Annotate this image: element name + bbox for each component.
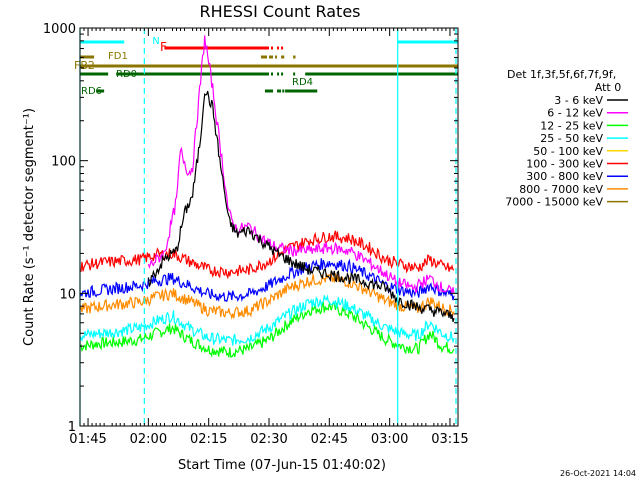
- flag-label-2: FB2: [74, 59, 95, 72]
- plot-frame: [79, 27, 459, 427]
- y-axis: 1 10 100 1000: [43, 22, 458, 435]
- vertical-markers: [79, 28, 457, 426]
- y-tick-label: 100: [51, 155, 76, 170]
- x-tick-label: 01:45: [69, 432, 106, 447]
- legend-entry: 100 - 300 keV: [526, 158, 603, 171]
- x-tick-label: 03:00: [371, 432, 408, 447]
- flag-label-4: RD4: [292, 77, 313, 88]
- y-tick-label: 10: [59, 287, 76, 302]
- legend-entry: 6 - 12 keV: [547, 107, 603, 120]
- y-tick-label: 1000: [43, 22, 76, 37]
- series-line-7: [79, 271, 455, 320]
- x-tick-label: 02:15: [190, 432, 227, 447]
- legend-entry: 7000 - 15000 keV: [505, 196, 603, 209]
- series-line-6: [79, 258, 455, 303]
- legend-entry: 12 - 25 keV: [540, 119, 603, 132]
- timestamp: 26-Oct-2021 14:04: [560, 469, 636, 478]
- flag-label-3: RD0: [116, 69, 137, 80]
- series-line-0: [147, 90, 455, 322]
- flag-label-1: FD1: [108, 51, 128, 62]
- series-line-1: [147, 35, 455, 294]
- x-tick-label: 02:00: [130, 432, 167, 447]
- legend-header: Det 1f,3f,5f,6f,7f,9f,: [507, 68, 616, 81]
- legend-entry: 800 - 7000 keV: [519, 183, 603, 196]
- chart-title: RHESSI Count Rates: [200, 2, 361, 21]
- x-tick-label: 03:15: [431, 432, 468, 447]
- x-axis: 01:45 02:00 02:15 02:30 02:45 03:00 03:15: [69, 28, 469, 447]
- legend-entry: 50 - 100 keV: [533, 145, 603, 158]
- series-group: [79, 35, 455, 358]
- flag-bars: N F FD1 FB2 RD0 RD4 RD6: [74, 36, 458, 97]
- legend-header-att: Att 0: [595, 81, 621, 94]
- legend-entry: 25 - 50 keV: [540, 132, 603, 145]
- x-tick-label: 02:45: [311, 432, 348, 447]
- x-tick-label: 02:30: [250, 432, 287, 447]
- series-line-2: [79, 301, 455, 358]
- legend-entry: 300 - 800 keV: [526, 170, 603, 183]
- series-line-5: [79, 230, 455, 280]
- flag-n-label: N: [152, 36, 159, 47]
- y-tick-label: 1: [68, 420, 76, 435]
- flag-label-0: F: [160, 40, 167, 54]
- series-line-3: [79, 294, 455, 346]
- legend-entry: 3 - 6 keV: [554, 94, 603, 107]
- x-axis-label: Start Time (07-Jun-15 01:40:02): [178, 458, 386, 473]
- flag-label-5: RD6: [81, 86, 102, 97]
- y-axis-label: Count Rate (s⁻¹ detector segment⁻¹): [22, 108, 37, 346]
